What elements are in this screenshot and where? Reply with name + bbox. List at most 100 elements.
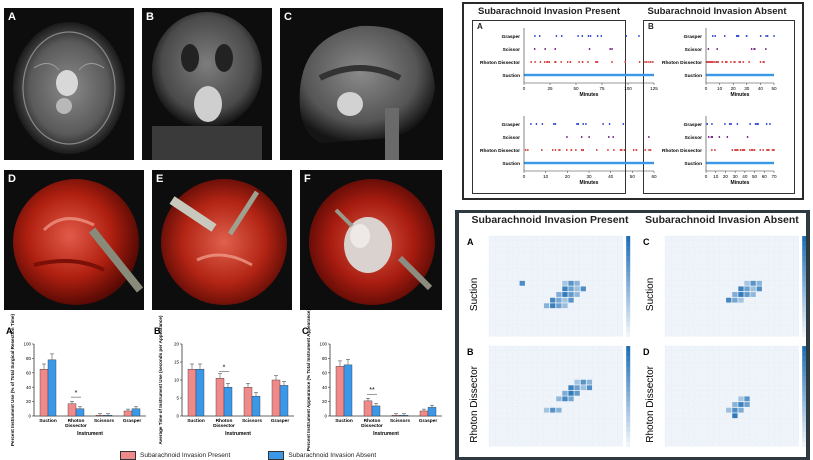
heatmap-cell [562, 429, 568, 436]
heatmap-cell [562, 435, 568, 441]
heatmap-cell [531, 331, 538, 337]
heatmap-cell [507, 314, 513, 320]
heatmap-cell [537, 401, 544, 408]
heatmap-cell [549, 241, 556, 247]
heatmap-colorbar-segment [802, 376, 806, 382]
heatmap-cell [689, 435, 695, 441]
heatmap-cell [786, 308, 793, 314]
timeline-event-mark [650, 61, 652, 63]
heatmap-cell [494, 390, 501, 396]
heatmap-cell [562, 424, 568, 430]
heatmap-cell [568, 263, 574, 270]
heatmap-cell [598, 345, 605, 352]
heatmap-cell [549, 331, 556, 337]
timeline-event-mark [595, 61, 597, 63]
heatmap-cell [683, 286, 689, 292]
heatmap-cell [725, 435, 732, 441]
timeline-event-mark [766, 35, 769, 37]
heatmap-cell [701, 396, 708, 402]
heatmap-cell [756, 280, 763, 286]
heatmap-cell [732, 297, 738, 303]
heatmap-cell [501, 424, 507, 430]
heatmap-cell [592, 373, 599, 380]
heatmap-cell [531, 275, 538, 281]
timeline-event-mark [577, 35, 579, 37]
timeline-event-mark [589, 35, 592, 37]
heatmap-cell [780, 263, 787, 270]
heatmap-cell [562, 314, 568, 320]
heatmap-cell [586, 351, 593, 357]
heatmap-cell [689, 252, 695, 258]
heatmap-cell [519, 362, 526, 368]
heatmap-cell [756, 351, 763, 357]
heatmap-cell [744, 396, 750, 402]
heatmap-cell [762, 429, 769, 436]
heatmap-cell [592, 247, 599, 253]
heatmap-cell [513, 345, 520, 352]
bar-category-label: Grasper [419, 418, 438, 424]
heatmap-cell [677, 235, 683, 242]
heatmap-cell [617, 407, 623, 413]
heatmap-cell [568, 247, 574, 253]
heatmap-cell [494, 368, 501, 374]
heatmap-cell [738, 247, 744, 253]
heatmap-cell [768, 373, 775, 380]
heatmap-cell [780, 441, 787, 447]
heatmap-cell [719, 303, 726, 309]
heatmap-cell [774, 351, 781, 357]
bar-panel-letter: B [154, 326, 161, 336]
heatmap-cell [732, 235, 738, 242]
heatmap-cell [562, 390, 568, 396]
heatmap-cell [719, 291, 726, 298]
heatmap-cell [750, 368, 756, 374]
heatmap-cell [592, 345, 599, 352]
timeline-event-mark [578, 61, 580, 63]
timeline-xtick-label: 30 [733, 174, 739, 179]
heatmap-cell [664, 424, 671, 430]
bar-ytick-label: 0 [324, 414, 327, 419]
heatmap-cell [494, 362, 501, 368]
heatmap-cell [695, 357, 702, 363]
heatmap-cell [762, 319, 769, 326]
heatmap-cell [501, 401, 507, 408]
heatmap-cell [762, 385, 769, 391]
heatmap-cell [531, 362, 538, 368]
heatmap-cell [774, 418, 781, 424]
heatmap-cell [786, 362, 793, 368]
heatmap-cell [793, 413, 799, 419]
heatmap-cell [574, 263, 581, 270]
heatmap-cell [586, 429, 593, 436]
heatmap-cell [677, 314, 683, 320]
heatmap-cell [513, 373, 520, 380]
heatmap-cell [756, 275, 763, 281]
heatmap-cell [598, 263, 605, 270]
heatmap-cell [671, 407, 677, 413]
heatmap-cell [519, 396, 526, 402]
heatmap-cell [507, 413, 513, 419]
heatmap-cell [756, 291, 763, 298]
heatmap-cell [738, 396, 744, 402]
heatmap-cell [738, 435, 744, 441]
heatmap-cell [738, 429, 744, 436]
heatmap-cell [610, 351, 617, 357]
heatmap-cell [732, 286, 738, 292]
heatmap-cell [513, 351, 520, 357]
heatmap-cell [531, 418, 538, 424]
heatmap-cell [762, 280, 769, 286]
heatmap-cell [598, 390, 605, 396]
heatmap-cell [713, 385, 720, 391]
heatmap-cell [664, 407, 671, 413]
heatmap-cell [683, 275, 689, 281]
timeline-event-mark [717, 61, 719, 63]
heatmap-cell [568, 241, 574, 247]
bar [39, 369, 49, 417]
heatmap-cell [549, 275, 556, 281]
timeline-event-mark [638, 35, 640, 37]
heatmap-cell [501, 413, 507, 419]
heatmap-cell [568, 390, 574, 396]
bar-ytick-label: 10 [174, 378, 180, 383]
heatmap-cell [568, 308, 574, 314]
heatmap-cell [664, 435, 671, 441]
timeline-event-mark [554, 149, 557, 151]
heatmap-cell [555, 401, 562, 408]
